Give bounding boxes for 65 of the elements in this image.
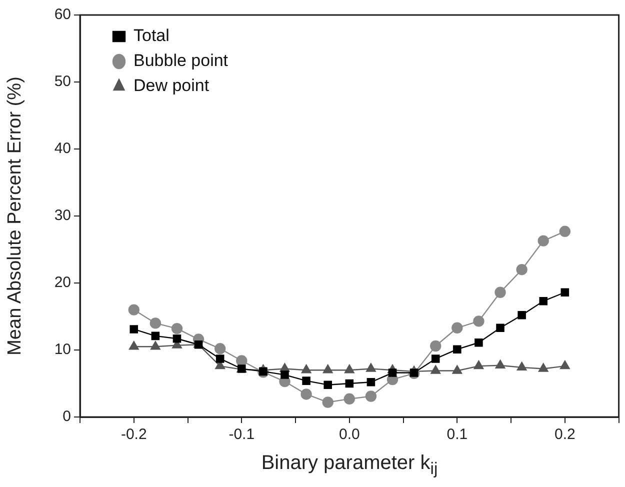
point [151, 332, 160, 340]
point [322, 364, 333, 374]
x-axis-title: Binary parameter k$_{ij}$ [260, 452, 439, 479]
point [516, 362, 527, 371]
y-tick-label: 50 [54, 73, 71, 90]
point [452, 365, 462, 374]
point [452, 322, 463, 334]
point [560, 288, 570, 297]
point [171, 322, 183, 334]
legend-label: Bubble point [134, 51, 228, 70]
point [474, 338, 483, 347]
y-tick-label: 10 [54, 341, 71, 358]
point [388, 368, 397, 377]
point [365, 390, 377, 402]
point [516, 264, 528, 276]
point [128, 304, 140, 316]
point [430, 340, 442, 352]
point [345, 379, 354, 388]
y-tick-label: 40 [54, 140, 71, 158]
point [130, 325, 138, 334]
point [194, 340, 203, 349]
point [559, 226, 571, 238]
y-tick-label: 60 [54, 6, 71, 24]
point [366, 378, 376, 386]
legend-label: Total [134, 26, 170, 46]
point [301, 364, 312, 374]
point [322, 396, 334, 408]
y-tick-label: 0 [62, 408, 71, 426]
point [473, 316, 484, 327]
point [128, 341, 139, 350]
point [431, 354, 440, 363]
y-tick-label: 30 [54, 207, 71, 224]
point [172, 334, 182, 343]
point [324, 380, 332, 389]
point [453, 345, 462, 354]
point [538, 363, 548, 372]
y-tick-label: 20 [54, 274, 71, 292]
point [410, 368, 418, 377]
x-tick-label: 0.0 [338, 426, 360, 444]
point [302, 376, 310, 385]
x-tick-label: -0.1 [228, 426, 255, 444]
legend-label: Dew point [134, 76, 210, 96]
point [560, 360, 570, 370]
point [344, 364, 354, 374]
point [518, 311, 526, 320]
point [150, 318, 162, 329]
point [539, 296, 548, 306]
point [300, 388, 312, 400]
point [280, 370, 289, 379]
point [236, 355, 248, 366]
point [216, 354, 224, 363]
y-axis-title: Mean Absolute Percent Error (%) [4, 76, 26, 356]
point [344, 393, 355, 405]
point [496, 324, 504, 332]
point [150, 341, 160, 350]
point [430, 365, 441, 374]
point [494, 286, 506, 298]
x-tick-label: -0.2 [120, 426, 147, 444]
point [495, 360, 506, 369]
x-tick-label: 0.1 [446, 426, 468, 444]
point [366, 363, 376, 372]
point [474, 360, 484, 370]
point [538, 235, 549, 246]
point [214, 343, 226, 354]
x-tick-label: 0.2 [554, 426, 576, 444]
